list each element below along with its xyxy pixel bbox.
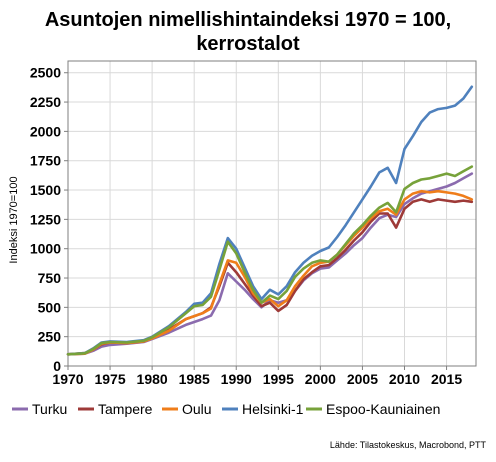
- series-line-oulu: [66, 189, 474, 356]
- y-axis-ticks: 0 250 500 750 1000 1250 1500 1750 2000 2250 2500: [30, 65, 68, 374]
- series-line-turku: [66, 172, 474, 356]
- x-tick-label: 1985: [179, 371, 210, 387]
- series-line-espoo-kauniainen: [66, 165, 474, 356]
- y-axis-label: Indeksi 1970=100: [8, 176, 20, 263]
- legend: Turku Tampere Oulu Helsinki-1 Espoo-Kauniain…: [12, 401, 440, 417]
- chart-title-line-2: kerrostalot: [196, 33, 300, 55]
- source-note: Lähde: Tilastokeskus, Macrobond, PTT: [330, 440, 487, 450]
- legend-label-tampere: Tampere: [98, 401, 153, 417]
- x-tick-label: 2000: [305, 371, 336, 387]
- x-tick-label: 1975: [94, 371, 125, 387]
- x-tick-label: 2005: [347, 371, 378, 387]
- y-tick-label: 2250: [30, 94, 61, 110]
- legend-label-helsinki-1: Helsinki-1: [242, 401, 304, 417]
- x-tick-label: 1970: [52, 371, 83, 387]
- chart-title-line-1: Asuntojen nimellishintaindeksi 1970 = 10…: [45, 9, 451, 31]
- y-tick-label: 750: [38, 270, 62, 286]
- legend-label-espoo-kauniainen: Espoo-Kauniainen: [326, 401, 440, 417]
- series-lines: [66, 85, 474, 356]
- y-tick-label: 2000: [30, 123, 61, 139]
- y-tick-label: 500: [38, 299, 62, 315]
- x-tick-label: 1990: [221, 371, 252, 387]
- legend-label-oulu: Oulu: [182, 401, 212, 417]
- y-tick-label: 1250: [30, 211, 61, 227]
- y-tick-label: 1750: [30, 153, 61, 169]
- series-line-tampere: [66, 198, 474, 356]
- y-tick-label: 1000: [30, 241, 61, 257]
- y-tick-label: 1500: [30, 182, 61, 198]
- y-tick-label: 0: [53, 358, 61, 374]
- y-tick-label: 2500: [30, 65, 61, 81]
- x-tick-label: 1980: [137, 371, 168, 387]
- x-tick-label: 2015: [431, 371, 462, 387]
- series-line-helsinki-1: [66, 85, 474, 356]
- y-tick-label: 250: [38, 329, 62, 345]
- legend-label-turku: Turku: [32, 401, 67, 417]
- x-axis-ticks: 1970 1975 1980 1985 1990 1995 2000 2005 2010 2015: [52, 366, 462, 387]
- plot-frame: [67, 60, 477, 367]
- x-tick-label: 2010: [389, 371, 420, 387]
- grid: [67, 61, 476, 367]
- x-tick-label: 1995: [263, 371, 294, 387]
